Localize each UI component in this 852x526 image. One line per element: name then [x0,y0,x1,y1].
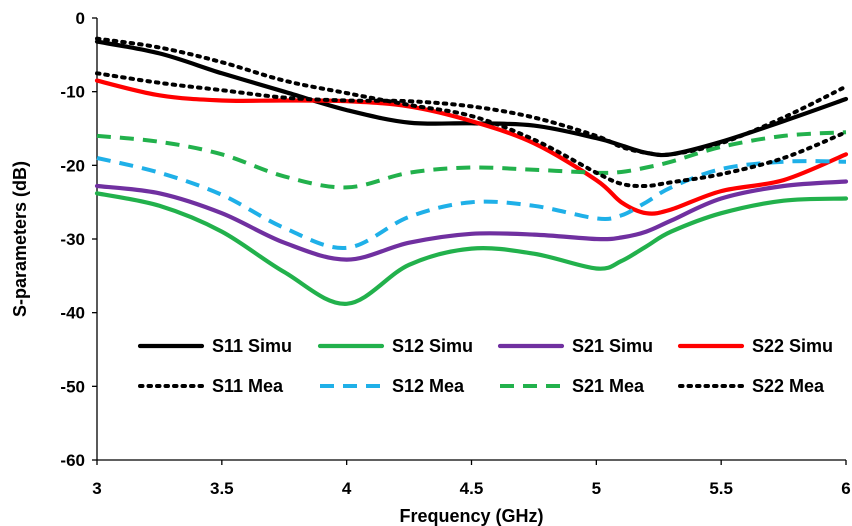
legend-label: S11 Mea [212,376,284,396]
y-tick-label: -40 [60,304,85,323]
series-line-s21-mea [96,130,847,190]
legend: S11 Simu S12 Simu S21 Simu S22 Simu S11 Mea S… [137,336,833,396]
y-axis-label: S-parameters (dB) [10,161,30,317]
x-tick-label: 4.5 [460,479,484,498]
x-tick-label: 5 [592,479,601,498]
legend-label: S12 Simu [392,336,473,356]
x-tick-label: 6 [841,479,850,498]
y-tick-label: -60 [60,451,85,470]
x-tick-label: 3.5 [210,479,234,498]
y-tick-label: -10 [60,83,85,102]
x-tick-label: 5.5 [709,479,733,498]
x-axis-label: Frequency (GHz) [399,506,543,526]
legend-label: S12 Mea [392,376,465,396]
y-tick-label: -20 [60,156,85,175]
y-tick-label: -50 [60,377,85,396]
x-tick-label: 3 [92,479,101,498]
y-tick-label: 0 [76,9,85,28]
series-line-s12-simu [94,191,849,306]
axes: 0 -10 -20 -30 -40 -50 -60 3 3.5 4 4.5 5 5.5 6 [60,9,850,498]
series-lines [94,36,849,306]
series-line-s12-mea [96,156,847,250]
series-line-s11-mea [95,71,848,157]
legend-label: S11 Simu [212,336,292,356]
legend-label: S21 Simu [572,336,653,356]
series-line-s22-simu [94,78,849,216]
series-line-s22-mea [95,36,848,189]
x-tick-label: 4 [342,479,352,498]
series-line-s21-simu [94,179,849,262]
series-line-s11-simu [94,39,849,158]
legend-label: S22 Mea [752,376,825,396]
legend-label: S21 Mea [572,376,645,396]
y-tick-label: -30 [60,230,85,249]
legend-label: S22 Simu [752,336,833,356]
